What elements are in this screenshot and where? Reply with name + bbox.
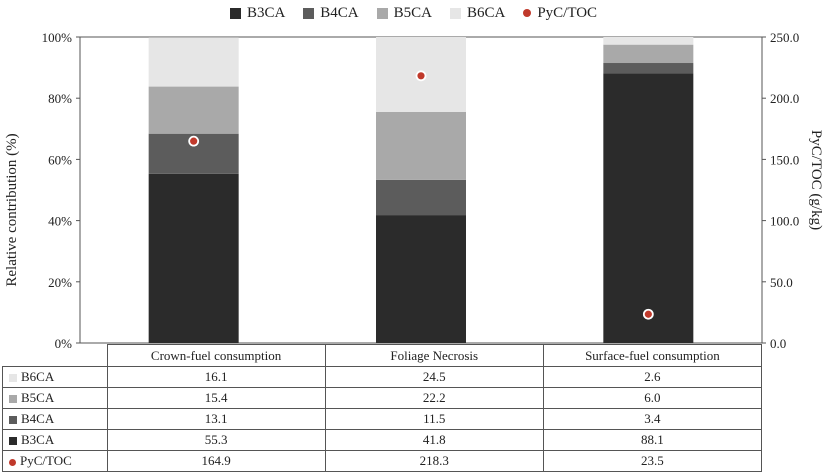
table-cell: 88.1: [542, 429, 763, 451]
y-tick-label: 20%: [48, 275, 72, 290]
pyc-toc-point: [188, 135, 200, 147]
table-header-row: Crown-fuel consumption Foliage Necrosis …: [2, 344, 763, 367]
table-cell: 164.9: [106, 450, 326, 472]
row-swatch-b4ca: [9, 416, 17, 425]
legend-item-b6ca: B6CA: [449, 4, 506, 22]
row-swatch-b5ca: [9, 395, 17, 404]
y-axis-title: Relative contribution (%): [4, 133, 20, 286]
bar-segment-b5ca: [148, 86, 239, 134]
legend-label-b6ca: B6CA: [466, 4, 506, 21]
table-column-header: Surface-fuel consumption: [542, 344, 763, 367]
y-tick-label: 40%: [48, 214, 72, 229]
table-cell: 6.0: [542, 387, 763, 409]
table-cell: 55.3: [106, 429, 326, 451]
legend-item-b3ca: B3CA: [229, 4, 286, 22]
table-row-b5ca: B5CA 15.4 22.2 6.0: [2, 387, 763, 409]
row-label-b6ca: B6CA: [21, 369, 55, 384]
bar-segment-b3ca: [603, 73, 694, 343]
chart-legend: B3CA B4CA B5CA B6CA PyC/TOC: [0, 2, 827, 24]
row-label-b5ca: B5CA: [21, 390, 55, 405]
pyc-toc-point: [642, 308, 654, 320]
y2-tick-label: 200.0: [770, 91, 799, 106]
bar-segment-b6ca: [148, 37, 239, 87]
y2-tick-label: 0.0: [770, 336, 786, 351]
table-row-header: PyC/TOC: [2, 450, 108, 472]
legend-item-pyc-toc: PyC/TOC: [523, 5, 597, 22]
table-row-b4ca: B4CA 13.1 11.5 3.4: [2, 408, 763, 430]
y-tick-label: 100%: [42, 30, 73, 45]
data-table: Crown-fuel consumption Foliage Necrosis …: [2, 344, 763, 472]
row-marker-pyc-toc: [9, 458, 16, 466]
table-cell: 23.5: [542, 450, 763, 472]
legend-label-pyc-toc: PyC/TOC: [537, 4, 598, 21]
legend-label-b4ca: B4CA: [320, 4, 359, 21]
legend-swatch-b3ca: [229, 7, 241, 19]
table-column-header: Crown-fuel consumption: [106, 344, 326, 367]
y-tick-label: 80%: [48, 91, 72, 106]
legend-swatch-b5ca: [376, 7, 388, 19]
row-swatch-b3ca: [9, 437, 17, 446]
pyc-toc-point: [415, 70, 427, 82]
table-cell: 3.4: [542, 408, 763, 430]
table-cell: 15.4: [106, 387, 326, 409]
table-cell: 13.1: [106, 408, 326, 430]
legend-swatch-b6ca: [449, 7, 461, 19]
table-row-b3ca: B3CA 55.3 41.8 88.1: [2, 429, 763, 451]
row-label-pyc-toc: PyC/TOC: [20, 453, 72, 468]
bar-segment-b4ca: [376, 179, 466, 216]
table-row-header: B3CA: [2, 429, 108, 451]
row-label-b4ca: B4CA: [21, 411, 55, 426]
table-cell: 41.8: [324, 429, 544, 451]
table-cell: 16.1: [106, 366, 326, 388]
y2-tick-label: 50.0: [770, 275, 793, 290]
legend-item-b5ca: B5CA: [376, 4, 432, 22]
table-row-header: B6CA: [2, 366, 108, 388]
bar-segment-b5ca: [376, 111, 466, 180]
legend-marker-pyc-toc: [523, 9, 532, 17]
table-row-header: B5CA: [2, 387, 108, 409]
table-row-b6ca: B6CA 16.1 24.5 2.6: [2, 366, 763, 388]
table-column-header: Foliage Necrosis: [324, 344, 544, 367]
legend-item-b4ca: B4CA: [303, 4, 359, 22]
table-corner-cell: [2, 344, 108, 367]
legend-label-b5ca: B5CA: [393, 4, 432, 21]
y-tick-label: 60%: [48, 152, 72, 167]
legend-label-b3ca: B3CA: [246, 4, 286, 21]
y2-axis-title: PyC/TOC (g/kg): [808, 130, 824, 230]
y2-tick-label: 150.0: [770, 152, 799, 167]
table-cell: 218.3: [324, 450, 544, 472]
table-cell: 24.5: [324, 366, 544, 388]
bar-segment-b3ca: [148, 173, 239, 343]
table-cell: 2.6: [542, 366, 763, 388]
table-row-pyc-toc: PyC/TOC 164.9 218.3 23.5: [2, 450, 763, 472]
bar-segment-b5ca: [603, 44, 694, 64]
bar-segment-b6ca: [603, 37, 694, 45]
row-label-b3ca: B3CA: [21, 432, 55, 447]
table-cell: 22.2: [324, 387, 544, 409]
bar-segment-b3ca: [376, 215, 466, 343]
y2-tick-label: 250.0: [770, 30, 799, 45]
row-swatch-b6ca: [9, 374, 17, 383]
bar-segment-b4ca: [603, 63, 694, 74]
y2-tick-label: 100.0: [770, 214, 799, 229]
table-cell: 11.5: [324, 408, 544, 430]
table-row-header: B4CA: [2, 408, 108, 430]
legend-swatch-b4ca: [303, 7, 315, 19]
